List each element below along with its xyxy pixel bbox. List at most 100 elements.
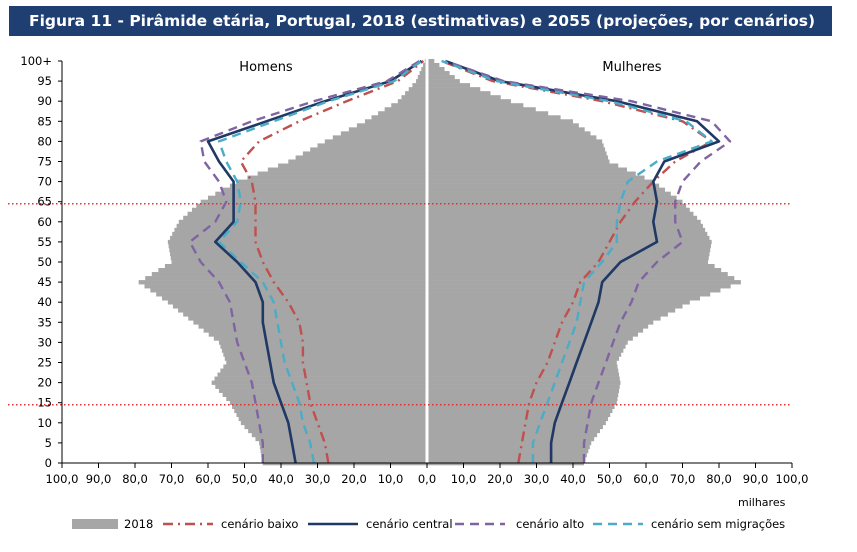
chart-title: Figura 11 - Pirâmide etária, Portugal, 2… (9, 6, 832, 36)
bar-2018-women-age-37 (427, 312, 668, 317)
bar-2018-men-age-60 (178, 219, 427, 225)
bar-2018-women-age-91 (427, 95, 501, 100)
bar-2018-men-age-69 (229, 183, 427, 188)
bar-2018-women-age-25 (427, 360, 617, 365)
legend: 2018 cenário baixo cenário central cenário … (72, 517, 785, 531)
bar-2018-men-age-7 (251, 432, 427, 438)
series-2-women-line (444, 59, 732, 463)
bar-2018-men-age-32 (208, 332, 427, 337)
bar-2018-men-age-25 (226, 360, 427, 365)
bar-2018-men-age-3 (260, 448, 427, 454)
bar-2018-men-age-67 (215, 191, 427, 196)
bar-2018-women-age-1 (427, 456, 586, 462)
bar-2018-men-age-24 (223, 364, 427, 369)
bar-2018-men-age-88 (384, 107, 427, 112)
bar-2018-women-age-86 (427, 115, 561, 120)
bar-2018-men-age-4 (259, 444, 427, 450)
series-0-women-line (441, 59, 713, 464)
bar-2018-women-age-34 (427, 324, 649, 329)
y-tick-label-8: 40 (37, 295, 52, 309)
bar-2018-women-age-8 (427, 428, 601, 434)
bar-2018-women-age-90 (427, 99, 511, 104)
y-tick-label-6: 30 (37, 335, 52, 349)
bar-2018-men-age-91 (401, 95, 427, 100)
bar-2018-men-age-6 (255, 436, 427, 442)
bar-2018-women-age-67 (427, 191, 671, 196)
bar-2018-women-age-97 (427, 71, 450, 76)
bar-2018-men-age-12 (236, 412, 427, 418)
series-0-men-line (239, 60, 425, 464)
bar-2018-women-age-61 (427, 215, 698, 221)
bar-2018-women-age-36 (427, 316, 661, 321)
bar-2018-women-age-56 (427, 235, 710, 241)
bar-2018-women-age-59 (427, 223, 703, 229)
bar-2018-men-age-45 (138, 280, 427, 285)
bar-2018-women-age-55 (427, 239, 712, 245)
bar-2018-men-age-81 (332, 135, 427, 140)
x-tick-label-9: 10,0 (378, 472, 404, 486)
bar-2018-women-age-50 (427, 259, 709, 265)
series-1-men-line (206, 59, 423, 464)
bar-2018-women-age-76 (427, 155, 609, 160)
bar-2018-women-age-95 (427, 79, 460, 84)
bar-2018-men-age-50 (171, 259, 427, 265)
bar-2018-women-age-99 (427, 63, 440, 68)
bar-2018-women-age-96 (427, 75, 455, 80)
bar-2018-men-age-66 (208, 195, 427, 200)
bar-2018-women-age-82 (427, 131, 591, 136)
y-tick-label-2: 10 (37, 416, 52, 430)
series-3-women-line (441, 59, 713, 463)
bar-2018-women-age-31 (427, 336, 633, 341)
bar-2018-men-age-22 (217, 372, 427, 377)
bar-2018-women-age-3 (427, 448, 589, 454)
bar-2018-women-age-18 (427, 388, 619, 393)
bar-2018-men-age-96 (417, 75, 427, 80)
legend-label-2018: 2018 (124, 517, 153, 531)
bar-2018-men-age-17 (222, 392, 427, 397)
bar-2018-women-age-78 (427, 147, 606, 152)
bar-2018-women-age-19 (427, 384, 620, 389)
y-tick-label-3: 15 (37, 396, 52, 410)
bar-2018-men-age-11 (238, 416, 427, 422)
bar-2018-women-age-33 (427, 328, 644, 333)
bar-2018-men-age-23 (220, 368, 427, 373)
bar-2018-men-age-85 (364, 119, 427, 124)
scenario-lines-layer (188, 59, 732, 464)
x-tick-label-18: 80,0 (706, 472, 732, 486)
x-tick-label-20: 100,0 (776, 472, 809, 486)
x-unit-label: milhares (738, 496, 786, 509)
bar-2018-men-age-31 (213, 336, 427, 341)
bar-2018-women-age-92 (427, 91, 491, 96)
panel-label-women: Mulheres (602, 60, 661, 75)
bar-2018-women-age-51 (427, 255, 709, 261)
bar-2018-women-age-57 (427, 231, 708, 237)
legend-label-series-1: cenário central (366, 517, 453, 531)
bar-2018-women-age-66 (427, 195, 677, 200)
reference-lines-layer (8, 202, 792, 406)
bar-2018-women-age-84 (427, 123, 579, 128)
x-tick-label-13: 30,0 (524, 472, 550, 486)
bar-2018-men-age-35 (193, 320, 427, 325)
bar-2018-men-age-44 (144, 284, 428, 289)
axes-layer (58, 60, 793, 468)
bar-2018-women-age-2 (427, 452, 587, 458)
bar-2018-men-age-73 (267, 167, 427, 172)
bar-2018-men-age-34 (198, 324, 427, 329)
bar-2018-men-age-43 (150, 288, 427, 293)
legend-label-series-0: cenário baixo (221, 517, 298, 531)
bar-2018-women-age-79 (427, 143, 604, 148)
bar-2018-women-age-40 (427, 300, 690, 305)
bar-2018-women-age-85 (427, 119, 573, 124)
bar-2018-men-age-76 (295, 155, 427, 160)
bar-2018-women-age-28 (427, 348, 624, 353)
bar-2018-men-age-48 (158, 268, 428, 273)
bar-2018-men-age-41 (162, 296, 427, 301)
bar-2018-women-age-6 (427, 436, 595, 442)
bar-2018-men-age-92 (405, 91, 427, 96)
bar-2018-women-age-45 (427, 280, 741, 285)
x-tick-label-12: 20,0 (487, 472, 513, 486)
bar-2018-men-age-14 (232, 404, 427, 410)
bar-2018-women-age-29 (427, 344, 626, 349)
x-tick-label-0: 100,0 (46, 472, 79, 486)
